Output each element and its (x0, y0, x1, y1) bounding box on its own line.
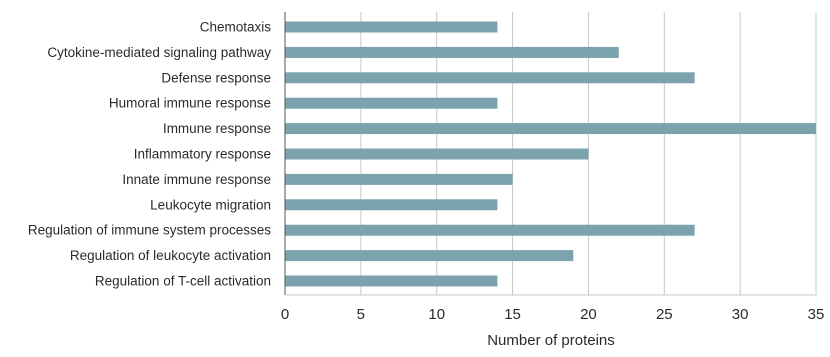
bar-4 (285, 97, 498, 109)
category-label: Chemotaxis (200, 20, 272, 35)
category-label: Regulation of leukocyte activation (70, 248, 271, 263)
bar-2 (285, 46, 619, 58)
bar-3 (285, 72, 695, 84)
x-tick-label-20: 20 (580, 306, 597, 323)
bar-6 (285, 148, 589, 160)
x-tick-label-35: 35 (808, 306, 825, 323)
x-tick-labels: 0 5 10 15 20 25 30 35 (281, 306, 825, 323)
x-tick-label-5: 5 (357, 306, 365, 323)
bar-9 (285, 224, 695, 236)
bars (285, 21, 816, 287)
bar-8 (285, 199, 498, 211)
category-label: Inflammatory response (134, 147, 271, 162)
category-label: Leukocyte migration (150, 197, 271, 212)
category-label: Immune response (163, 121, 271, 136)
bar-1 (285, 21, 498, 33)
category-label: Regulation of T-cell activation (95, 274, 271, 289)
category-label: Defense response (161, 70, 271, 85)
axes (284, 12, 816, 296)
bar-5 (285, 123, 816, 135)
category-label: Innate immune response (122, 172, 271, 187)
category-label: Regulation of immune system processes (28, 223, 271, 238)
x-axis-title: Number of proteins (487, 332, 615, 349)
category-label: Humoral immune response (109, 96, 271, 111)
category-labels: Chemotaxis Cytokine-mediated signaling pa… (28, 20, 271, 289)
x-tick-label-10: 10 (428, 306, 445, 323)
x-tick-label-15: 15 (504, 306, 521, 323)
x-tick-label-30: 30 (732, 306, 749, 323)
bar-10 (285, 250, 574, 262)
x-tick-label-0: 0 (281, 306, 289, 323)
x-tick-label-25: 25 (656, 306, 673, 323)
bar-11 (285, 275, 498, 287)
bar-7 (285, 173, 513, 185)
category-label: Cytokine-mediated signaling pathway (47, 45, 271, 60)
